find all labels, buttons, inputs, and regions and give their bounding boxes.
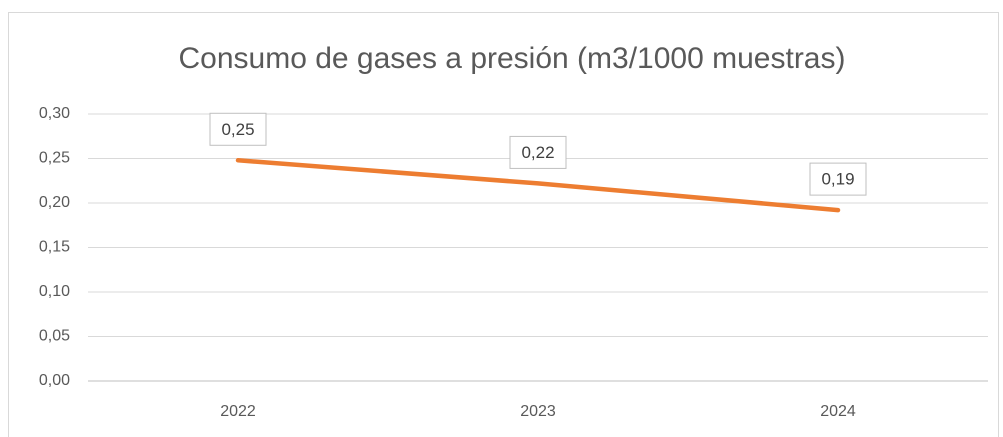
- data-label-box: [209, 112, 267, 146]
- x-tick-label: 2022: [220, 403, 256, 420]
- y-tick-label: 0,30: [39, 105, 70, 122]
- chart-title: Consumo de gases a presión (m3/1000 mues…: [178, 42, 845, 75]
- data-label: 0,22: [521, 143, 554, 162]
- chart-frame: [8, 12, 999, 437]
- x-tick-label: 2024: [820, 403, 856, 420]
- data-label: 0,25: [221, 120, 254, 139]
- y-tick-label: 0,20: [39, 194, 70, 211]
- y-tick-label: 0,00: [39, 372, 70, 389]
- data-label: 0,19: [821, 170, 854, 189]
- y-tick-label: 0,15: [39, 239, 70, 256]
- x-tick-label: 2023: [520, 403, 556, 420]
- y-tick-label: 0,05: [39, 328, 70, 345]
- y-tick-label: 0,10: [39, 283, 70, 300]
- y-tick-label: 0,25: [39, 150, 70, 167]
- data-line: [235, 158, 841, 213]
- data-label-box: [509, 135, 567, 169]
- data-label-box: [809, 162, 867, 196]
